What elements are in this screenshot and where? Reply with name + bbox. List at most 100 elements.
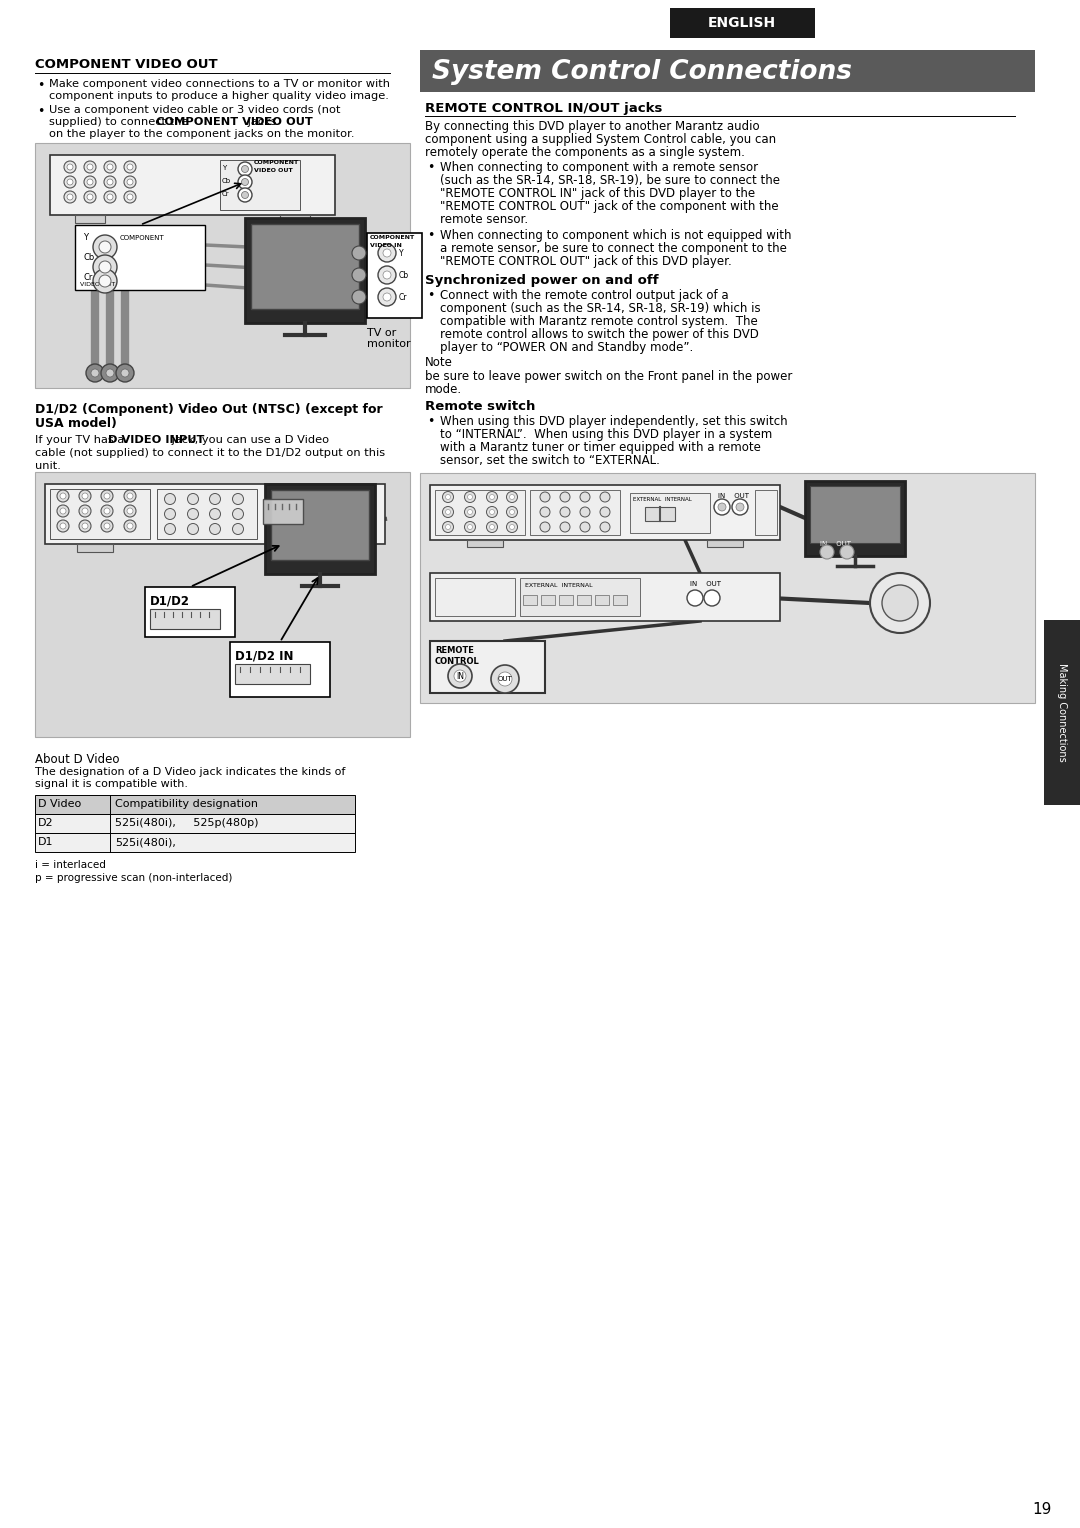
Text: REMOTE CONTROL IN/OUT jacks: REMOTE CONTROL IN/OUT jacks <box>426 102 662 115</box>
Text: compatible with Marantz remote control system.  The: compatible with Marantz remote control s… <box>440 315 758 329</box>
Text: IN    OUT: IN OUT <box>718 494 750 500</box>
Circle shape <box>232 509 243 520</box>
Text: Cr: Cr <box>83 274 93 283</box>
Text: Note: Note <box>426 356 453 368</box>
Circle shape <box>99 261 111 274</box>
Text: D1/D2 IN: D1/D2 IN <box>235 649 294 662</box>
Circle shape <box>124 160 136 173</box>
Circle shape <box>540 523 550 532</box>
Text: remote control allows to switch the power of this DVD: remote control allows to switch the powe… <box>440 329 759 341</box>
Circle shape <box>561 492 570 503</box>
Circle shape <box>238 188 252 202</box>
Bar <box>35 795 355 814</box>
Text: Y: Y <box>83 232 87 241</box>
Bar <box>435 490 525 535</box>
Bar <box>367 232 422 318</box>
Text: OUT: OUT <box>498 675 512 681</box>
Text: a remote sensor, be sure to connect the component to the: a remote sensor, be sure to connect the … <box>440 241 787 255</box>
Text: ENGLISH: ENGLISH <box>707 15 777 31</box>
Circle shape <box>840 545 854 559</box>
Circle shape <box>600 492 610 503</box>
Circle shape <box>67 163 73 170</box>
Text: 19: 19 <box>1032 1502 1052 1517</box>
Bar <box>75 215 105 223</box>
Circle shape <box>489 524 495 530</box>
Text: If your TV has a: If your TV has a <box>35 435 127 445</box>
Text: be sure to leave power switch on the Front panel in the power: be sure to leave power switch on the Fro… <box>426 370 793 384</box>
Bar <box>420 474 1035 703</box>
Text: System Control Connections: System Control Connections <box>432 60 852 86</box>
Bar <box>670 8 815 38</box>
Circle shape <box>82 507 87 513</box>
Text: "REMOTE CONTROL OUT" jack of this DVD player.: "REMOTE CONTROL OUT" jack of this DVD pl… <box>440 255 732 267</box>
Text: D Video: D Video <box>38 799 81 808</box>
Circle shape <box>507 521 517 532</box>
Circle shape <box>127 507 133 513</box>
Text: •: • <box>427 416 434 428</box>
Circle shape <box>464 506 475 518</box>
Text: Connect with the remote control output jack of a: Connect with the remote control output j… <box>440 289 729 303</box>
Circle shape <box>93 255 117 280</box>
Circle shape <box>84 160 96 173</box>
Text: D1/D2: D1/D2 <box>150 594 190 607</box>
Circle shape <box>352 246 366 260</box>
Text: jack, you can use a D Video: jack, you can use a D Video <box>168 435 329 445</box>
Circle shape <box>352 290 366 304</box>
Circle shape <box>486 521 498 532</box>
Text: By connecting this DVD player to another Marantz audio: By connecting this DVD player to another… <box>426 121 759 133</box>
Text: The designation of a D Video jack indicates the kinds of: The designation of a D Video jack indica… <box>35 767 346 778</box>
Circle shape <box>580 492 590 503</box>
Bar <box>467 539 503 547</box>
Bar <box>1044 620 1080 805</box>
Bar <box>35 833 355 853</box>
Text: D1/D2 (Component) Video Out (NTSC) (except for: D1/D2 (Component) Video Out (NTSC) (exce… <box>35 403 382 416</box>
Circle shape <box>86 364 104 382</box>
Text: Compatibility designation: Compatibility designation <box>114 799 258 808</box>
Circle shape <box>383 249 391 257</box>
Circle shape <box>489 495 495 500</box>
Circle shape <box>124 176 136 188</box>
Bar <box>805 481 905 556</box>
Bar <box>435 578 515 616</box>
Circle shape <box>446 509 450 515</box>
Text: VIDEO OUT: VIDEO OUT <box>254 168 293 173</box>
Circle shape <box>127 163 133 170</box>
Circle shape <box>687 590 703 607</box>
Circle shape <box>87 163 93 170</box>
Text: IN    OUT: IN OUT <box>820 541 851 547</box>
Text: •: • <box>427 160 434 174</box>
Circle shape <box>104 494 110 500</box>
Text: remote sensor.: remote sensor. <box>440 212 528 226</box>
Circle shape <box>127 179 133 185</box>
Bar <box>280 215 310 223</box>
Circle shape <box>188 509 199 520</box>
Circle shape <box>468 509 473 515</box>
Circle shape <box>82 523 87 529</box>
Text: REMOTE: REMOTE <box>435 646 474 656</box>
Text: COMPONENT: COMPONENT <box>254 160 299 165</box>
Circle shape <box>124 191 136 203</box>
Text: unit.: unit. <box>35 461 60 471</box>
Circle shape <box>735 503 744 510</box>
Circle shape <box>486 506 498 518</box>
Circle shape <box>232 524 243 535</box>
Circle shape <box>60 523 66 529</box>
Circle shape <box>57 520 69 532</box>
Circle shape <box>188 524 199 535</box>
Circle shape <box>84 176 96 188</box>
Text: with a Marantz tuner or timer equipped with a remote: with a Marantz tuner or timer equipped w… <box>440 442 761 454</box>
Text: CONTROL: CONTROL <box>435 657 480 666</box>
Text: on the player to the component jacks on the monitor.: on the player to the component jacks on … <box>49 128 354 139</box>
Text: USA model): USA model) <box>35 417 117 429</box>
Bar <box>430 484 780 539</box>
Text: "REMOTE CONTROL IN" jack of this DVD player to the: "REMOTE CONTROL IN" jack of this DVD pla… <box>440 186 755 200</box>
Circle shape <box>561 507 570 516</box>
Circle shape <box>238 176 252 189</box>
Text: D1: D1 <box>38 837 54 847</box>
Circle shape <box>64 160 76 173</box>
Circle shape <box>107 194 113 200</box>
Bar <box>318 544 353 552</box>
Circle shape <box>57 504 69 516</box>
Circle shape <box>164 494 175 504</box>
Bar <box>519 578 640 616</box>
